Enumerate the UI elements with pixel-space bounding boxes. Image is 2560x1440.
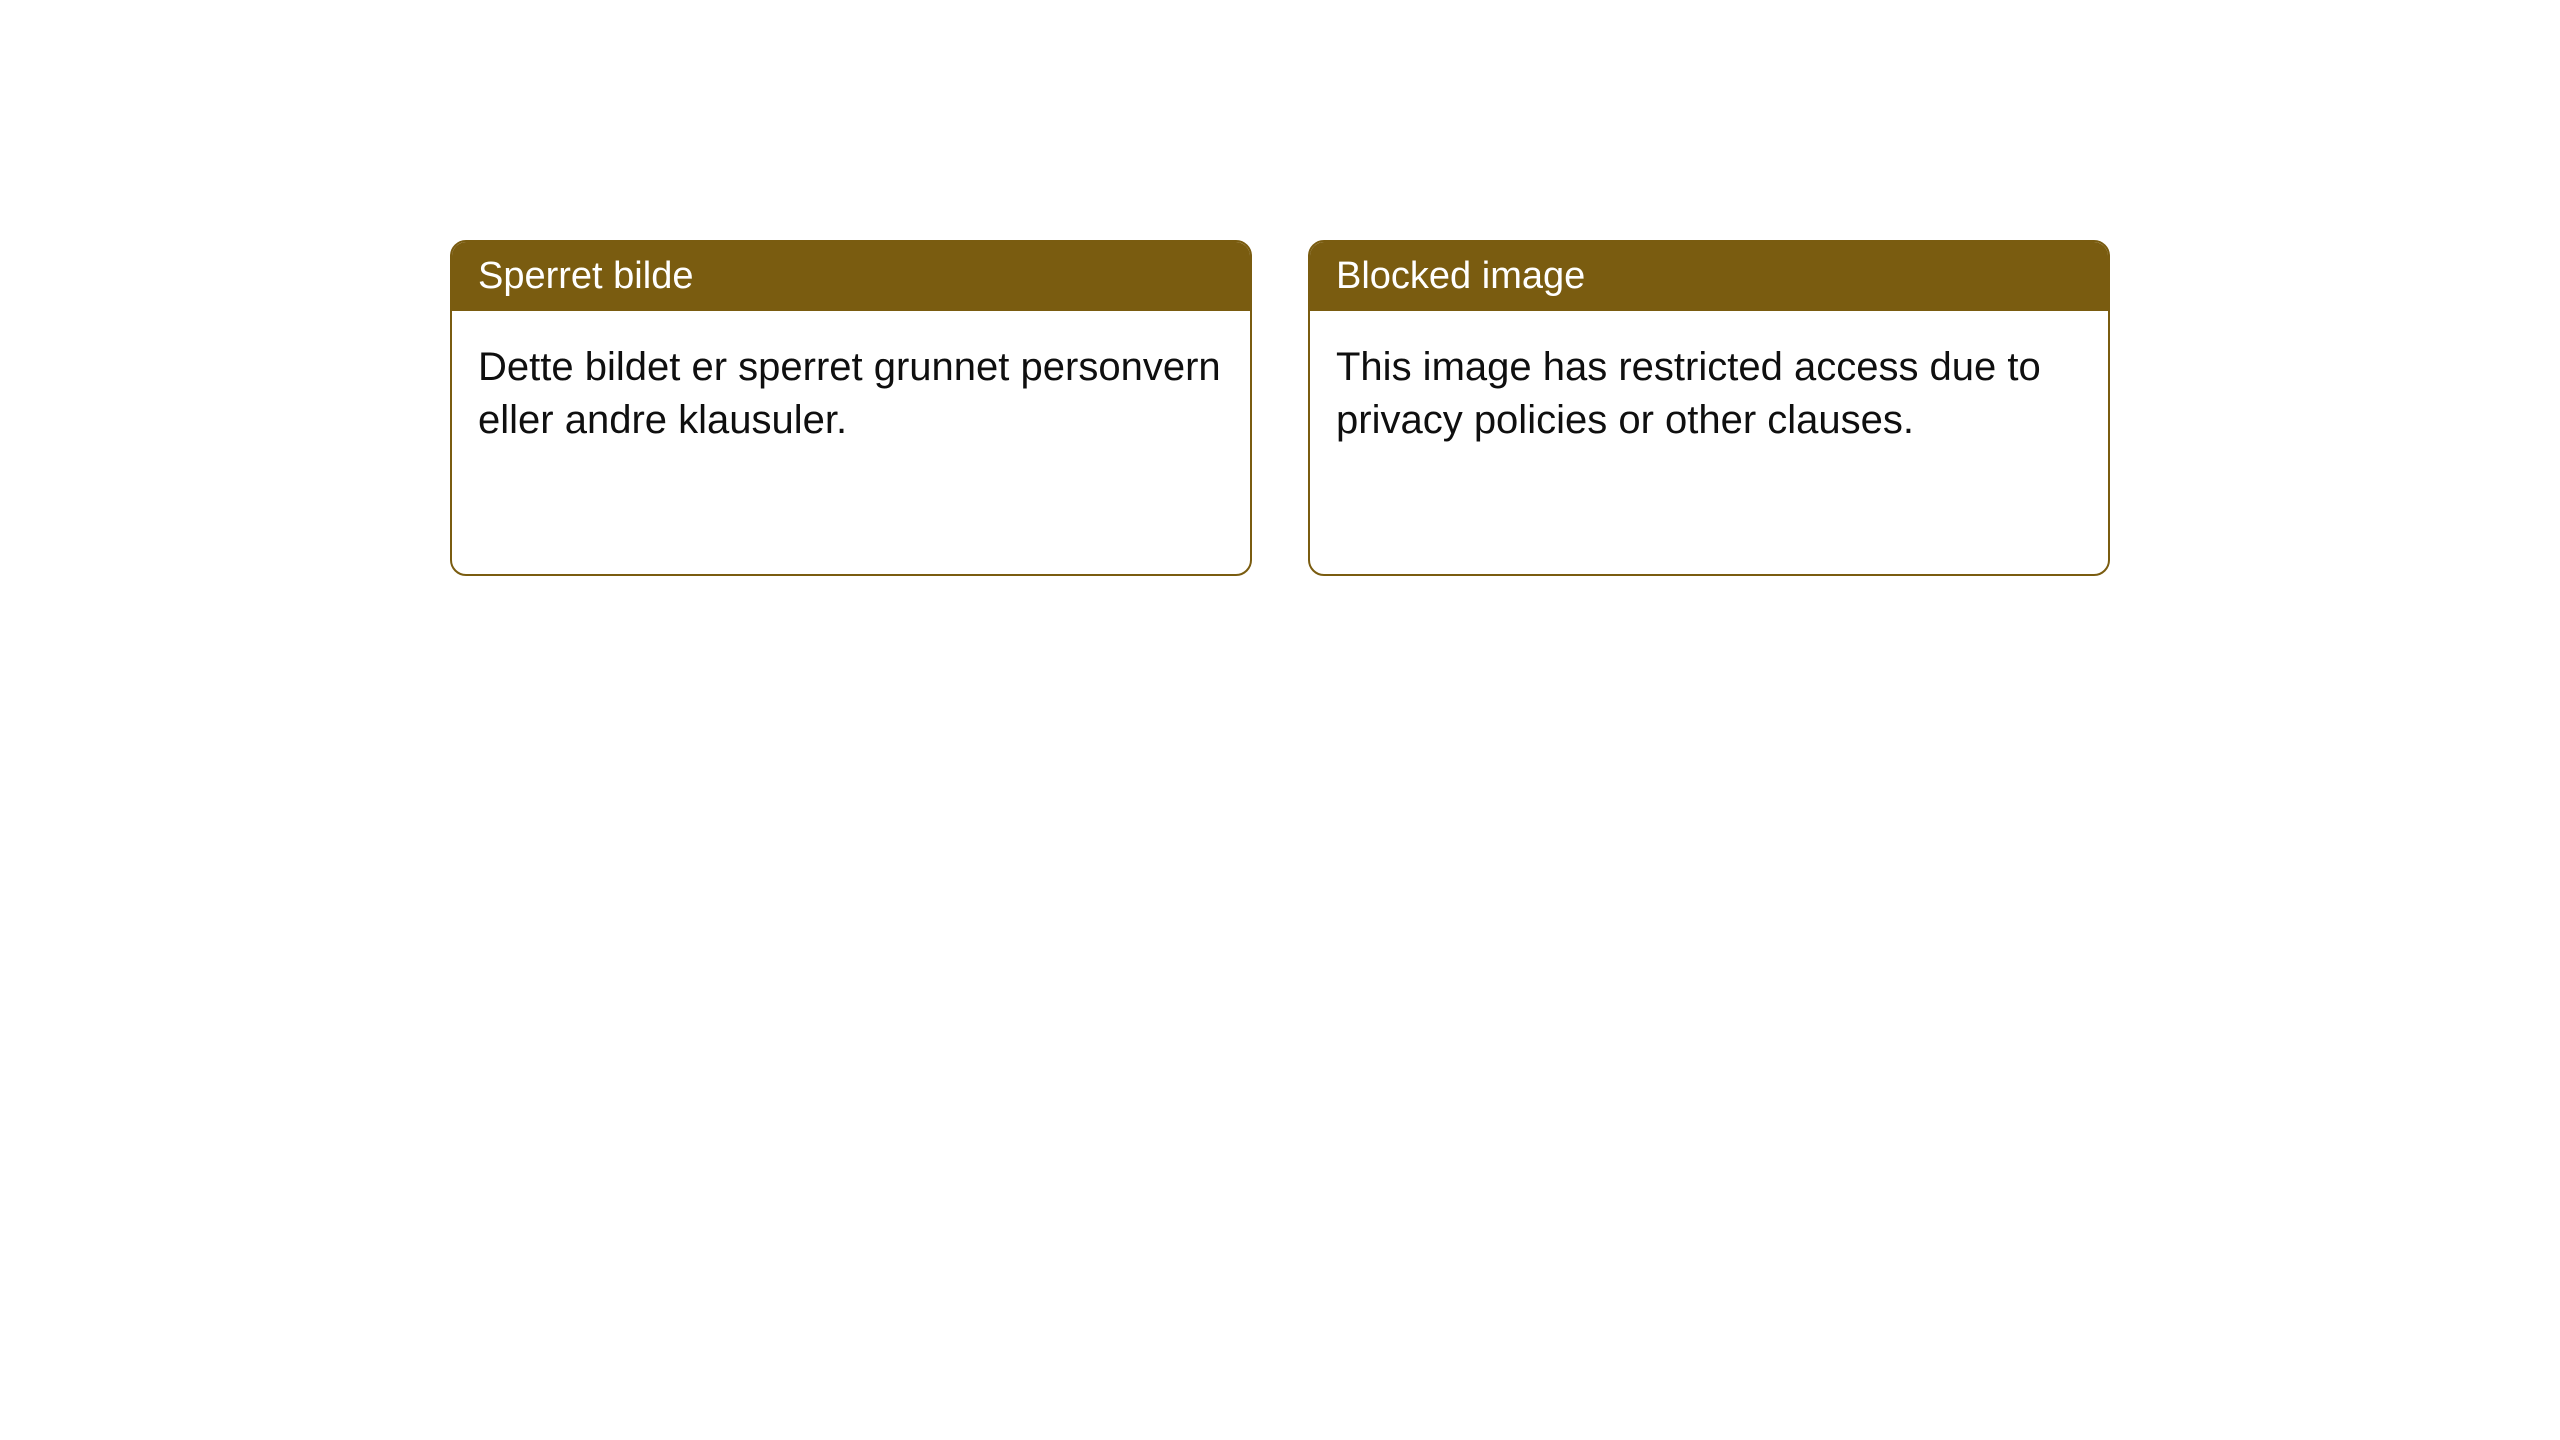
notice-body-english: This image has restricted access due to … <box>1310 311 2108 467</box>
notice-card-norwegian: Sperret bilde Dette bildet er sperret gr… <box>450 240 1252 576</box>
notice-container: Sperret bilde Dette bildet er sperret gr… <box>450 240 2110 576</box>
notice-card-english: Blocked image This image has restricted … <box>1308 240 2110 576</box>
notice-title-norwegian: Sperret bilde <box>452 242 1250 311</box>
notice-title-english: Blocked image <box>1310 242 2108 311</box>
notice-body-norwegian: Dette bildet er sperret grunnet personve… <box>452 311 1250 467</box>
